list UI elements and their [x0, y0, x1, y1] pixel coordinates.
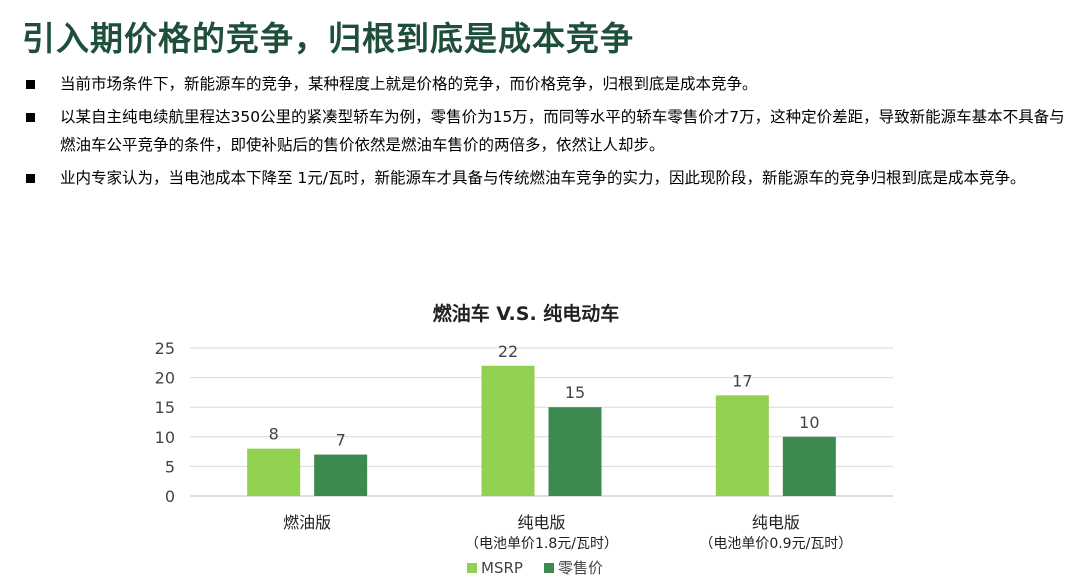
- bar: [481, 365, 535, 496]
- bullet-square-icon: [26, 80, 35, 89]
- bullet-square-icon: [26, 174, 35, 183]
- chart-title: 燃油车 V.S. 纯电动车: [433, 302, 620, 325]
- bullet-text: 当前市场条件下，新能源车的竞争，某种程度上就是价格的竞争，而价格竞争，归根到底是…: [60, 75, 758, 93]
- x-category-sublabel: （电池单价0.9元/瓦时）: [699, 536, 852, 552]
- bullet-list: 当前市场条件下，新能源车的竞争，某种程度上就是价格的竞争，而价格竞争，归根到底是…: [24, 70, 1074, 197]
- bar: [314, 454, 368, 496]
- data-label: 10: [799, 413, 819, 432]
- bullet-text: 业内专家认为，当电池成本下降至 1元/瓦时，新能源车才具备与传统燃油车竞争的实力…: [60, 169, 1026, 187]
- bar: [782, 436, 836, 496]
- bar: [548, 407, 602, 496]
- bullet-item: 业内专家认为，当电池成本下降至 1元/瓦时，新能源车才具备与传统燃油车竞争的实力…: [24, 164, 1074, 192]
- data-label: 15: [565, 383, 585, 402]
- slide-title: 引入期价格的竞争，归根到底是成本竞争: [22, 19, 634, 58]
- bullet-text: 以某自主纯电续航里程达350公里的紧凑型轿车为例，零售价为15万，而同等水平的轿…: [60, 108, 1065, 154]
- data-label: 17: [732, 371, 752, 390]
- bullet-square-icon: [26, 113, 35, 122]
- x-category-label: 纯电版: [517, 513, 565, 532]
- bar: [247, 448, 301, 496]
- bar: [715, 395, 769, 496]
- data-label: 22: [498, 342, 518, 361]
- legend-label: MSRP: [481, 559, 523, 577]
- x-category-sublabel: （电池单价1.8元/瓦时）: [465, 536, 618, 552]
- y-tick-label: 15: [155, 398, 175, 417]
- y-tick-label: 20: [155, 369, 175, 388]
- x-category-label: 纯电版: [752, 513, 800, 532]
- legend-swatch: [544, 563, 554, 573]
- legend-label: 零售价: [558, 559, 603, 577]
- data-label: 8: [269, 425, 279, 444]
- y-tick-label: 10: [155, 428, 175, 447]
- data-label: 7: [336, 431, 346, 450]
- y-tick-label: 25: [155, 339, 175, 358]
- bar-chart: 燃油车 V.S. 纯电动车 0 5 10 15 20 25 8 7 燃油版 22 15 纯电版 （电池单价…: [155, 302, 893, 577]
- x-category-label: 燃油版: [283, 513, 331, 532]
- y-tick-label: 0: [165, 487, 175, 506]
- y-tick-label: 5: [165, 457, 175, 476]
- bullet-item: 当前市场条件下，新能源车的竞争，某种程度上就是价格的竞争，而价格竞争，归根到底是…: [24, 70, 1074, 98]
- legend-swatch: [467, 563, 477, 573]
- chart-container: 燃油车 V.S. 纯电动车 0 5 10 15 20 25 8 7 燃油版 22 15 纯电版 （电池单价…: [0, 290, 1080, 584]
- bullet-item: 以某自主纯电续航里程达350公里的紧凑型轿车为例，零售价为15万，而同等水平的轿…: [24, 103, 1074, 159]
